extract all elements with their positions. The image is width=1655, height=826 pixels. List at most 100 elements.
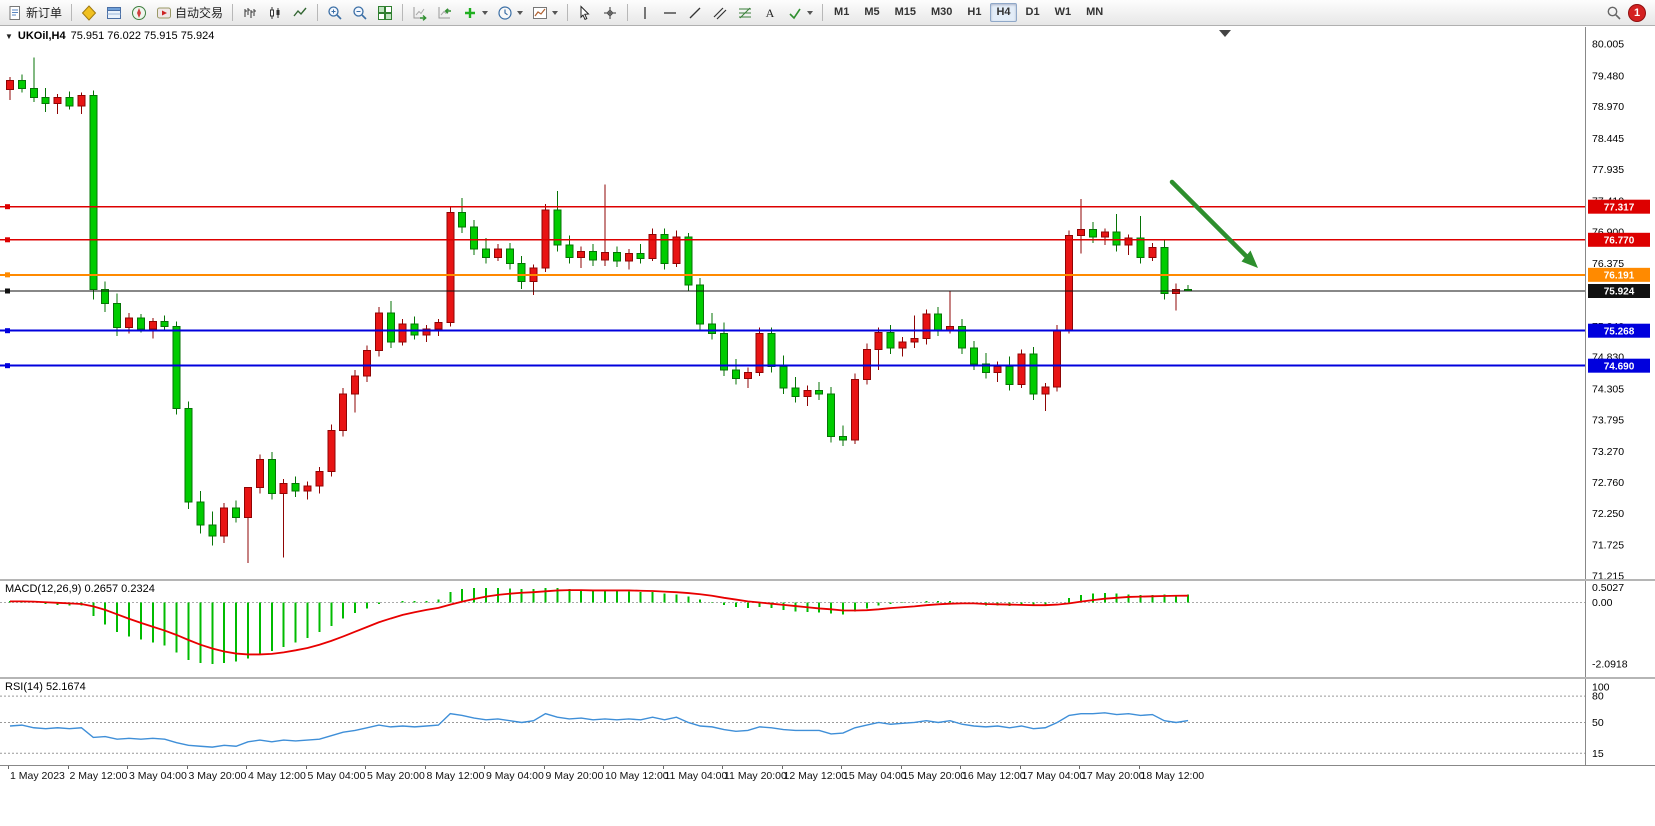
rsi-tick-label: 15 xyxy=(1592,748,1604,760)
toolbar-separator xyxy=(822,4,824,21)
timeframe-m1-button[interactable]: M1 xyxy=(834,6,850,18)
price-tick-label: 78.970 xyxy=(1592,101,1624,113)
time-tick xyxy=(1079,766,1080,769)
fibonacci-button[interactable] xyxy=(733,1,757,25)
data-window-button[interactable] xyxy=(102,1,126,25)
panel-splitter[interactable] xyxy=(0,677,1655,679)
market-watch-button[interactable] xyxy=(77,1,101,25)
macd-tick-label: 0.00 xyxy=(1592,597,1613,609)
candlestick-button[interactable] xyxy=(263,1,287,25)
timeframe-toolbar: M1 M5 M15 M30 H1 H4 D1 W1 MN xyxy=(827,3,1110,22)
auto-scroll-button[interactable] xyxy=(408,1,432,25)
price-tick-label: 78.445 xyxy=(1592,133,1624,145)
vertical-line-button[interactable] xyxy=(633,1,657,25)
price-tick-label: 72.760 xyxy=(1592,477,1624,489)
svg-text:A: A xyxy=(766,6,775,20)
navigator-button[interactable] xyxy=(127,1,151,25)
zoom-in-button[interactable] xyxy=(323,1,347,25)
template-button[interactable] xyxy=(528,1,562,25)
symbol-period-label: UKOil,H4 xyxy=(17,30,66,42)
timeframe-m30-button[interactable]: M30 xyxy=(931,6,953,18)
time-label: 12 May 12:00 xyxy=(783,770,848,782)
ohlc-values: 75.951 76.022 75.915 75.924 xyxy=(70,30,215,42)
line-chart-button[interactable] xyxy=(288,1,312,25)
rsi-tick-label: 100 xyxy=(1592,682,1610,694)
macd-tick-label: -2.0918 xyxy=(1592,659,1628,671)
time-label: 15 May 20:00 xyxy=(902,770,967,782)
search-button[interactable] xyxy=(1602,1,1626,25)
time-tick xyxy=(1019,766,1021,769)
time-label: 11 May 20:00 xyxy=(724,770,787,782)
period-icon xyxy=(497,5,513,21)
time-axis[interactable]: 1 May 2023 2 May 12:00 3 May 04:00 3 May 20… xyxy=(0,765,1655,786)
crosshair-button[interactable] xyxy=(598,1,622,25)
price-tick-label: 73.270 xyxy=(1592,446,1624,458)
timeframe-w1-button[interactable]: W1 xyxy=(1054,6,1072,18)
line-chart-icon xyxy=(292,5,308,21)
main-chart-canvas[interactable]: 80.00579.48078.97078.44577.93577.41076.9… xyxy=(0,27,1655,579)
rsi-tick-label: 80 xyxy=(1592,691,1604,703)
time-tick xyxy=(305,766,307,769)
autotrading-button[interactable]: 自动交易 xyxy=(152,1,227,25)
time-label: 2 May 12:00 xyxy=(69,770,128,782)
period-button[interactable] xyxy=(493,1,527,25)
macd-tick-label: 0.5027 xyxy=(1592,582,1624,594)
market-watch-icon xyxy=(81,4,97,21)
trendline-button[interactable] xyxy=(683,1,707,25)
time-tick xyxy=(365,766,366,769)
arrows-button[interactable] xyxy=(783,1,817,25)
trend-arrow[interactable] xyxy=(1169,179,1258,268)
channel-button[interactable] xyxy=(708,1,732,25)
tile-windows-button[interactable] xyxy=(373,1,397,25)
price-tick-label: 71.725 xyxy=(1592,540,1624,552)
toolbar-separator xyxy=(627,4,629,21)
autotrading-icon xyxy=(156,5,172,21)
time-tick xyxy=(900,766,902,769)
time-label: 4 May 12:00 xyxy=(248,770,306,782)
time-label: 9 May 04:00 xyxy=(486,770,544,782)
new-order-button[interactable]: 新订单 xyxy=(3,1,66,25)
price-tick-label: 77.935 xyxy=(1592,164,1624,176)
horizontal-line-button[interactable] xyxy=(658,1,682,25)
price-tag: 74.690 xyxy=(1604,361,1635,372)
timeframe-mn-button[interactable]: MN xyxy=(1086,6,1104,18)
add-indicator-button[interactable] xyxy=(458,1,492,25)
time-label: 17 May 04:00 xyxy=(1021,770,1086,782)
time-tick xyxy=(484,766,485,769)
toolbar-separator xyxy=(402,4,404,21)
text-button[interactable]: A xyxy=(758,1,782,25)
time-label: 3 May 20:00 xyxy=(188,770,247,782)
time-tick xyxy=(662,766,664,769)
auto-scroll-icon xyxy=(412,5,428,21)
search-icon xyxy=(1606,5,1622,21)
time-label: 3 May 04:00 xyxy=(129,770,187,782)
timeframe-d1-button[interactable]: D1 xyxy=(1025,6,1040,18)
chart-shift-icon xyxy=(437,5,453,21)
timeframe-m5-button[interactable]: M5 xyxy=(864,6,880,18)
time-label: 10 May 12:00 xyxy=(605,770,669,782)
autotrading-button-label: 自动交易 xyxy=(175,6,224,20)
main-toolbar: 新订单 自动交易 A M1 M5 M15 M30 H1 H4 D1 W1 MN 1 xyxy=(0,0,1655,26)
time-label: 18 May 12:00 xyxy=(1140,770,1205,782)
text-icon: A xyxy=(762,5,778,21)
chart-shift-button[interactable] xyxy=(433,1,457,25)
chevron-down-icon xyxy=(517,10,524,15)
collapse-chart-icon[interactable]: ▼ xyxy=(5,31,13,41)
timeframe-h1-button[interactable]: H1 xyxy=(967,6,982,18)
timeframe-m15-button[interactable]: M15 xyxy=(894,6,916,18)
macd-indicator-canvas[interactable]: 0.5027 0.00 -2.0918 xyxy=(0,581,1655,677)
time-tick xyxy=(603,766,604,769)
zoom-out-button[interactable] xyxy=(348,1,372,25)
time-label: 15 May 04:00 xyxy=(843,770,907,782)
price-tag: 76.191 xyxy=(1604,271,1635,282)
toolbar-buttons: 新订单 自动交易 A xyxy=(3,1,827,25)
bar-chart-button[interactable] xyxy=(238,1,262,25)
panel-splitter[interactable] xyxy=(0,579,1655,581)
horizontal-line-icon xyxy=(662,5,678,21)
timeframe-h4-button[interactable]: H4 xyxy=(990,3,1017,22)
chevron-down-icon xyxy=(552,10,559,15)
cursor-button[interactable] xyxy=(573,1,597,25)
notification-badge[interactable]: 1 xyxy=(1628,3,1646,22)
price-tick-label: 76.375 xyxy=(1592,258,1624,270)
